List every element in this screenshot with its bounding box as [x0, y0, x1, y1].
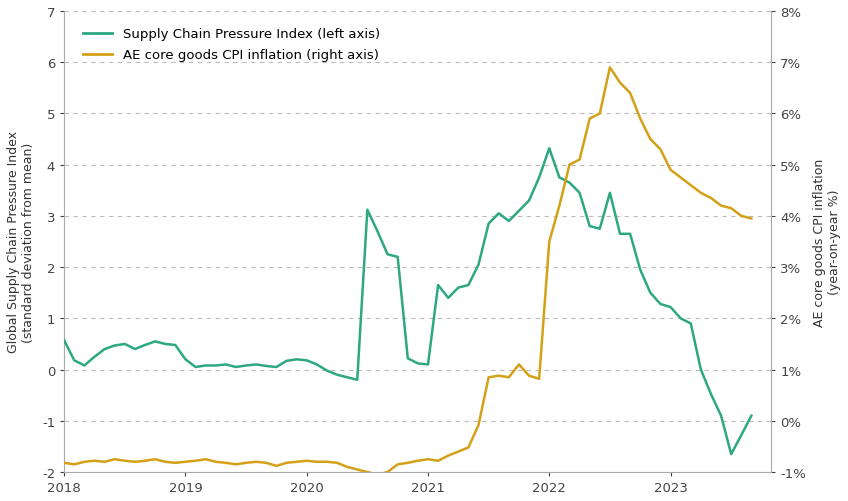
Y-axis label: Global Supply Chain Pressure Index
(standard deviation from mean): Global Supply Chain Pressure Index (stan… — [7, 131, 35, 353]
Legend: Supply Chain Pressure Index (left axis), AE core goods CPI inflation (right axis: Supply Chain Pressure Index (left axis),… — [78, 23, 385, 68]
Y-axis label: AE core goods CPI inflation
(year-on-year %): AE core goods CPI inflation (year-on-yea… — [813, 158, 841, 326]
